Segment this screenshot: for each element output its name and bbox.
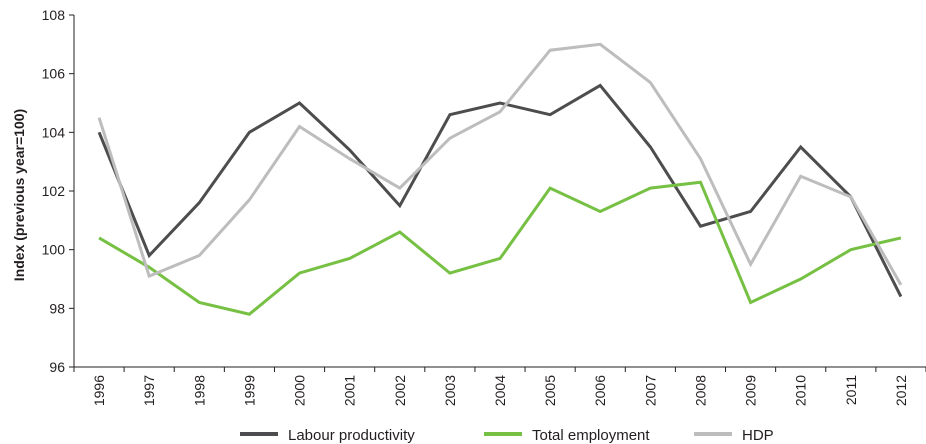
y-axis-tick-labels: 96 98 100 102 104 106 108: [42, 7, 66, 375]
x-tick-label: 2009: [743, 375, 759, 406]
y-axis-title: Index (previous year=100): [11, 109, 27, 281]
x-tick-label: 2005: [542, 375, 558, 406]
series-line-hdp: [97, 42, 903, 286]
x-tick-label: 2011: [843, 375, 859, 405]
x-tick-label: 2012: [893, 375, 909, 406]
legend-label-total-employment: Total employment: [532, 427, 650, 444]
x-tick-label: 2008: [692, 375, 708, 406]
y-tick-label: 108: [42, 7, 66, 23]
legend: Labour productivity Total employment HDP: [240, 427, 774, 444]
y-tick-label: 102: [42, 183, 66, 199]
x-tick-label: 2010: [793, 375, 809, 406]
y-tick-label: 106: [42, 66, 66, 82]
series-line-labour-productivity: [97, 83, 903, 298]
x-tick-label: 2002: [392, 375, 408, 406]
x-tick-label: 1997: [141, 375, 157, 406]
x-tick-label: 1999: [241, 375, 257, 406]
x-tick-label: 1996: [91, 375, 107, 406]
x-tick-label: 1998: [191, 375, 207, 406]
x-tick-label: 2000: [292, 375, 308, 406]
x-axis-ticks: [73, 367, 926, 372]
x-tick-label: 2001: [342, 375, 358, 406]
x-tick-label: 2003: [442, 375, 458, 406]
series-line-total-employment: [98, 180, 902, 316]
x-tick-label: 2006: [592, 375, 608, 406]
x-axis-tick-labels: 1996 1997 1998 1999 2000 2001 2002 2003 2004 2005…: [91, 375, 909, 406]
series-lines: [97, 42, 903, 316]
x-tick-label: 2004: [492, 375, 508, 406]
y-axis-ticks: [69, 14, 74, 368]
y-tick-label: 104: [42, 124, 66, 140]
y-tick-label: 100: [42, 242, 66, 258]
legend-label-labour-productivity: Labour productivity: [288, 427, 415, 444]
y-tick-label: 96: [49, 359, 65, 375]
legend-label-hdp: HDP: [742, 427, 774, 444]
x-tick-label: 2007: [642, 375, 658, 406]
y-tick-label: 98: [49, 300, 65, 316]
